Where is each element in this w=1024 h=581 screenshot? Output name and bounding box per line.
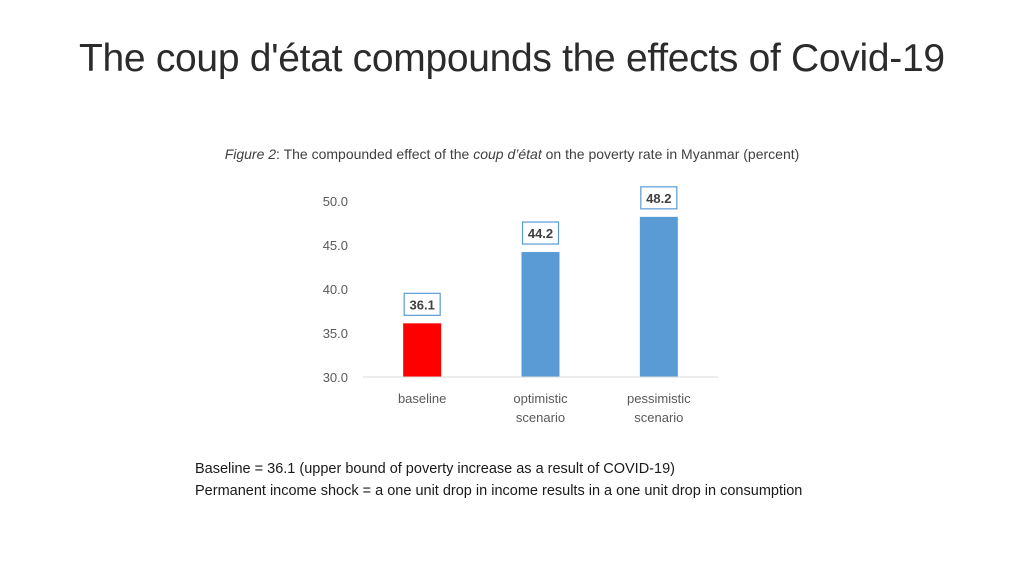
- y-tick-label: 35.0: [323, 326, 348, 341]
- caption-text-before: : The compounded effect of the: [276, 146, 474, 162]
- notes: Baseline = 36.1 (upper bound of poverty …: [195, 458, 955, 502]
- bar-1: [521, 252, 560, 377]
- y-tick-label: 30.0: [323, 370, 348, 385]
- note-income-shock: Permanent income shock = a one unit drop…: [195, 483, 803, 499]
- data-label: 36.1: [410, 297, 435, 312]
- data-labels: 36.1 44.2 48.2: [403, 186, 678, 316]
- y-tick-label: 40.0: [323, 282, 348, 297]
- y-tick-label: 50.0: [323, 194, 348, 209]
- data-label: 44.2: [528, 226, 553, 241]
- x-axis-labels: baseline optimistic scenario pessimistic sce…: [398, 391, 691, 425]
- bars: [403, 216, 678, 377]
- bar-0: [403, 323, 442, 377]
- data-label: 48.2: [646, 191, 671, 206]
- figure-caption: Figure 2: The compounded effect of the c…: [0, 146, 1024, 162]
- y-tick-label: 45.0: [323, 238, 348, 253]
- caption-text-after: on the poverty rate in Myanmar (percent): [541, 146, 800, 162]
- x-tick-label: optimistic: [513, 391, 568, 406]
- slide-title: The coup d'état compounds the effects of…: [79, 37, 945, 80]
- x-tick-label: pessimistic: [627, 391, 691, 406]
- x-tick-label: baseline: [398, 391, 446, 406]
- x-tick-label: scenario: [634, 410, 683, 425]
- bar-2: [639, 216, 678, 377]
- figure-label: Figure 2: [224, 146, 277, 162]
- note-baseline: Baseline = 36.1 (upper bound of poverty …: [195, 461, 675, 477]
- y-axis-ticks: 30.0 35.0 40.0 45.0 50.0: [323, 194, 348, 385]
- data-label-box: [640, 186, 678, 210]
- data-label-box: [521, 221, 560, 245]
- caption-italic-term: coup d’état: [473, 146, 542, 162]
- x-tick-label: scenario: [516, 410, 565, 425]
- data-label-box: [403, 292, 441, 316]
